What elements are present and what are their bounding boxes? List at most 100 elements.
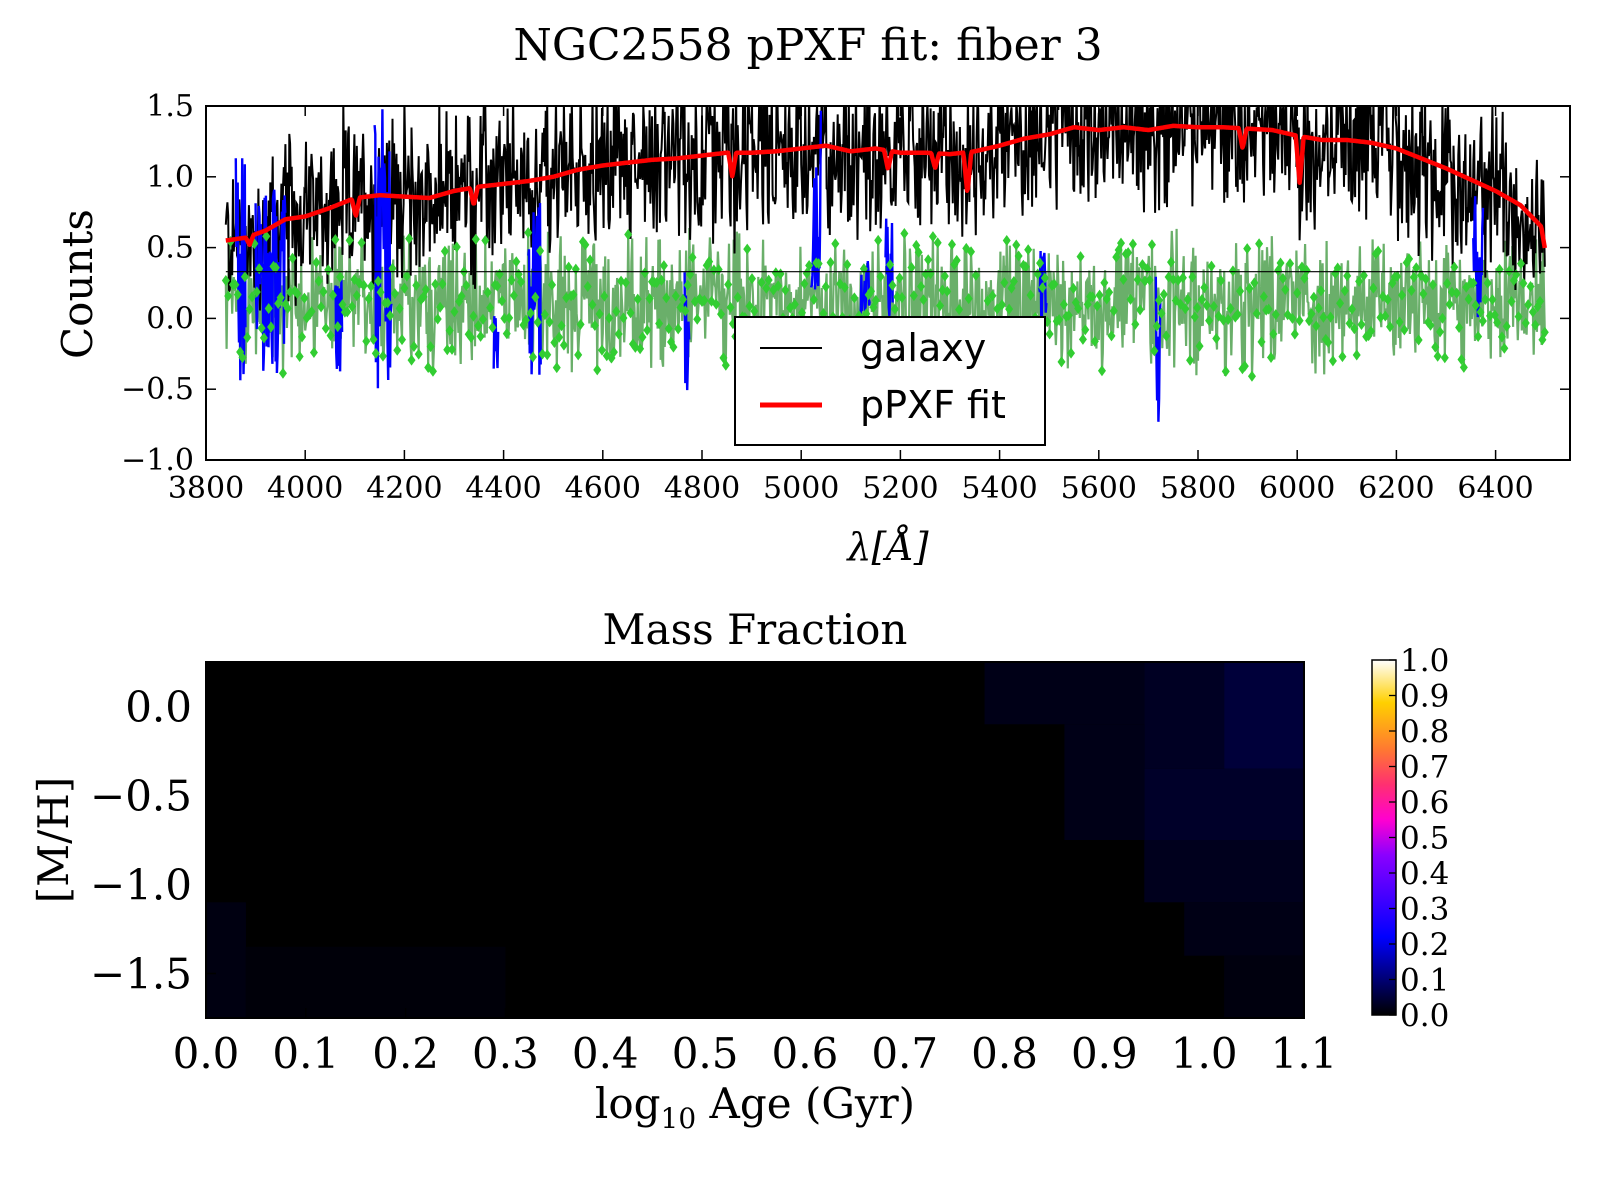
residual-point xyxy=(1188,271,1197,283)
residual-point xyxy=(448,343,457,355)
residual-point xyxy=(1314,302,1323,314)
residual-point xyxy=(940,270,949,282)
residual-point xyxy=(278,367,287,379)
residual-point xyxy=(267,321,276,333)
heatmap-cell xyxy=(1064,724,1145,840)
x-tick-label: 4000 xyxy=(267,471,343,506)
residual-point xyxy=(1433,350,1442,362)
residual-point xyxy=(433,313,442,325)
residual-point xyxy=(1528,306,1537,318)
residual-point xyxy=(1024,244,1033,256)
residual-point xyxy=(967,246,976,258)
xlabel-subscript: 10 xyxy=(661,1102,697,1135)
residual-point xyxy=(1112,251,1121,263)
figure-title: NGC2558 pPXF fit: fiber 3 xyxy=(513,20,1102,71)
residual-point xyxy=(700,294,709,306)
residual-point xyxy=(1369,282,1378,294)
residual-point xyxy=(533,316,542,328)
xlabel-rest: Age (Gyr) xyxy=(696,1079,915,1128)
residual-point xyxy=(398,334,407,346)
residual-point xyxy=(1383,293,1392,305)
residual-point xyxy=(1324,336,1333,348)
residual-point xyxy=(1167,256,1176,268)
residual-point xyxy=(521,314,530,326)
residual-point xyxy=(1357,319,1366,331)
residual-point xyxy=(293,288,302,300)
residual-point xyxy=(1488,294,1497,306)
residual-point xyxy=(359,279,368,291)
residual-point xyxy=(1447,286,1456,298)
heatmap-cell xyxy=(1184,902,1304,956)
residual-point xyxy=(1452,287,1461,299)
residual-point xyxy=(436,301,445,313)
residual-point xyxy=(1057,356,1066,368)
residual-point xyxy=(600,290,609,302)
residual-point xyxy=(357,237,366,249)
residual-point xyxy=(1107,330,1116,342)
residual-point xyxy=(888,279,897,291)
residual-point xyxy=(555,331,564,343)
residual-point xyxy=(893,291,902,303)
residual-point xyxy=(1474,330,1483,342)
residual-point xyxy=(386,310,395,322)
x-tick-label: 5600 xyxy=(1061,471,1137,506)
residual-point xyxy=(633,293,642,305)
residual-point xyxy=(1131,318,1140,330)
residual-point xyxy=(557,320,566,332)
residual-point xyxy=(295,351,304,363)
residual-point xyxy=(1243,243,1252,255)
x-tick-label: 4800 xyxy=(664,471,740,506)
spectrum-panel: 3800 4000 4200 4400 4600 4800 5000 5200 5400 5600… xyxy=(53,89,1571,569)
residual-point xyxy=(936,300,945,312)
residual-point xyxy=(1300,272,1309,284)
residual-point xyxy=(598,344,607,356)
heatmap-cells xyxy=(206,662,1304,1018)
residual-point xyxy=(1169,274,1178,286)
residual-point xyxy=(1257,336,1266,348)
residual-point xyxy=(1478,315,1487,327)
residual-point xyxy=(1469,277,1478,289)
colorbar-tick-label: 0.6 xyxy=(1400,785,1449,821)
residual-point xyxy=(1507,295,1516,307)
residual-point xyxy=(1045,328,1054,340)
residual-point xyxy=(714,263,723,275)
residual-point xyxy=(1069,282,1078,294)
residual-point xyxy=(1407,285,1416,297)
residual-point xyxy=(1340,285,1349,297)
residual-point xyxy=(1093,300,1102,312)
residual-point xyxy=(871,294,880,306)
residual-point xyxy=(712,298,721,310)
heatmap-panel: Mass Fraction 0.0 0.1 0.2 0.3 0.4 0.5 0.6 0.7 0.… xyxy=(29,605,1449,1135)
residual-point xyxy=(800,278,809,290)
residual-point xyxy=(1414,334,1423,346)
residual-point xyxy=(483,287,492,299)
residual-point xyxy=(1226,302,1235,314)
residual-point xyxy=(1119,273,1128,285)
residual-point xyxy=(1126,293,1135,305)
residual-point xyxy=(790,298,799,310)
residual-point xyxy=(502,328,511,340)
residual-point xyxy=(517,276,526,288)
spectrum-x-axis-label: λ[Å] xyxy=(845,525,928,569)
heatmap-x-tick-label: 0.5 xyxy=(672,1029,739,1078)
residual-point xyxy=(1319,311,1328,323)
residual-point xyxy=(757,276,766,288)
residual-point xyxy=(1176,298,1185,310)
residual-point xyxy=(1076,251,1085,263)
x-tick-label: 6200 xyxy=(1358,471,1434,506)
heatmap-cell xyxy=(1144,840,1304,903)
residual-point xyxy=(526,307,535,319)
residual-point xyxy=(664,323,673,335)
residual-point xyxy=(662,292,671,304)
residual-point xyxy=(619,312,628,324)
residual-point xyxy=(1224,314,1233,326)
residual-point xyxy=(471,233,480,245)
colorbar-tick-label: 0.3 xyxy=(1400,892,1449,928)
residual-point xyxy=(909,290,918,302)
residual-point xyxy=(1136,304,1145,316)
residual-point xyxy=(1255,238,1264,250)
residual-point xyxy=(797,307,806,319)
residual-point xyxy=(867,285,876,297)
residual-point xyxy=(678,293,687,305)
residual-point xyxy=(498,295,507,307)
